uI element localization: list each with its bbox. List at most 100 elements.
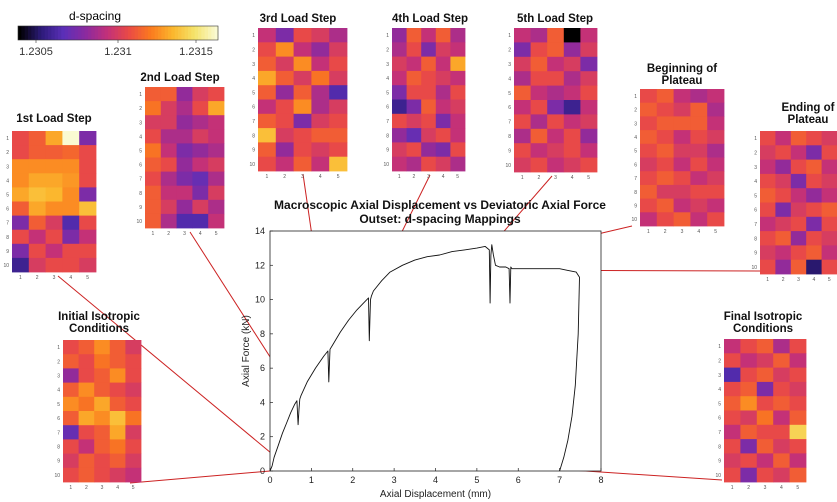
map-cell — [28, 201, 46, 216]
map-cell — [406, 142, 422, 158]
map-row-tick: 4 — [139, 134, 142, 140]
map-cell — [12, 201, 30, 216]
map-row-tick: 4 — [508, 76, 511, 82]
map-cell — [63, 382, 79, 398]
map-col-tick: 2 — [538, 175, 541, 181]
map-col-tick: 3 — [764, 485, 767, 491]
map-cell — [790, 145, 807, 160]
map-cell — [580, 114, 598, 130]
colorbar-swatch — [128, 26, 132, 40]
map-cell — [514, 143, 531, 158]
map-cell — [547, 56, 565, 72]
map-cell — [514, 85, 531, 101]
map-cell — [773, 396, 790, 411]
map-row-tick: 2 — [634, 108, 637, 114]
map-cell — [109, 453, 126, 469]
map-row-tick: 6 — [754, 208, 757, 214]
map-cell — [94, 368, 111, 383]
dspacing-map-5th: 1 2 3 4 5 6 7 8 9 10 1 2 3 4 5 5th Load Step — [505, 13, 598, 181]
map-cell — [806, 216, 822, 232]
map-row-tick: 7 — [139, 177, 142, 183]
map-cell — [62, 187, 80, 202]
map-cell — [311, 42, 330, 57]
map-cell — [514, 71, 531, 86]
map-row-tick: 10 — [505, 163, 511, 169]
map-cell — [192, 171, 209, 187]
map-cell — [311, 156, 330, 172]
map-col-tick: 5 — [132, 485, 135, 491]
map-cell — [192, 185, 209, 201]
map-row-tick: 4 — [718, 387, 721, 393]
map-cell — [79, 131, 97, 146]
map-cell — [707, 212, 725, 227]
map-cell — [690, 89, 708, 104]
map-cell — [176, 185, 193, 201]
colorbar-swatch — [38, 26, 42, 40]
map-cell — [208, 157, 225, 172]
map-row-tick: 2 — [252, 47, 255, 53]
map-cell — [563, 157, 581, 173]
map-cell — [78, 354, 95, 369]
map-cell — [724, 467, 741, 483]
map-col-tick: 1 — [152, 231, 155, 237]
map-row-tick: 3 — [139, 120, 142, 126]
map-cell — [656, 184, 674, 199]
map-cell — [258, 113, 277, 129]
colorbar-swatch — [78, 26, 82, 40]
map-row-tick: 3 — [252, 62, 255, 68]
map-cell — [28, 173, 46, 188]
map-cell — [740, 353, 758, 368]
map-title: Conditions — [733, 323, 793, 335]
map-cell — [392, 56, 407, 72]
map-cell — [125, 467, 142, 483]
map-cell — [392, 70, 407, 86]
map-row-tick: 6 — [252, 105, 255, 111]
dspacing-map-1st: 1 2 3 4 5 6 7 8 9 10 1 2 3 4 5 1st Load Step — [3, 113, 97, 281]
colorbar-swatch — [98, 26, 102, 40]
map-cell — [790, 231, 807, 246]
map-cell — [45, 173, 63, 188]
map-cell — [790, 159, 807, 175]
plot-area — [269, 230, 602, 472]
map-cell — [775, 231, 792, 246]
map-cell — [707, 143, 725, 158]
map-col-tick: 3 — [101, 485, 104, 491]
map-cell — [806, 131, 822, 146]
map-cell — [421, 56, 437, 72]
dspacing-map-3rd: 1 2 3 4 5 6 7 8 9 10 1 2 3 4 5 3rd Load Step — [249, 13, 348, 180]
map-cell — [392, 128, 407, 143]
x-axis-label: Axial Displacement (mm) — [380, 489, 491, 500]
map-row-tick: 1 — [718, 344, 721, 350]
map-cell — [547, 42, 565, 58]
map-cell — [789, 381, 807, 397]
map-cell — [406, 70, 422, 86]
map-row-tick: 1 — [634, 94, 637, 100]
map-cell — [563, 28, 581, 43]
map-cell — [275, 28, 294, 43]
map-cell — [673, 198, 691, 213]
map-cell — [789, 439, 807, 454]
map-row-tick: 1 — [139, 92, 142, 98]
map-cell — [12, 159, 30, 174]
colorbar-swatch — [208, 26, 212, 40]
map-cell — [821, 159, 837, 175]
map-row-tick: 9 — [718, 459, 721, 465]
map-cell — [773, 381, 790, 397]
map-title: 1st Load Step — [16, 113, 91, 125]
map-row-tick: 4 — [754, 179, 757, 185]
map-cell — [580, 42, 598, 58]
map-cell — [435, 128, 451, 143]
map-cell — [789, 396, 807, 411]
map-cell — [724, 439, 741, 454]
map-cell — [258, 128, 277, 143]
map-cell — [125, 453, 142, 469]
map-cell — [514, 42, 531, 58]
map-cell — [740, 339, 758, 354]
map-cell — [329, 56, 348, 72]
map-cell — [392, 28, 407, 43]
map-cell — [530, 28, 548, 43]
map-cell — [406, 99, 422, 115]
map-cell — [547, 71, 565, 86]
colorbar-swatch — [74, 26, 79, 40]
map-col-tick: 3 — [53, 275, 56, 281]
